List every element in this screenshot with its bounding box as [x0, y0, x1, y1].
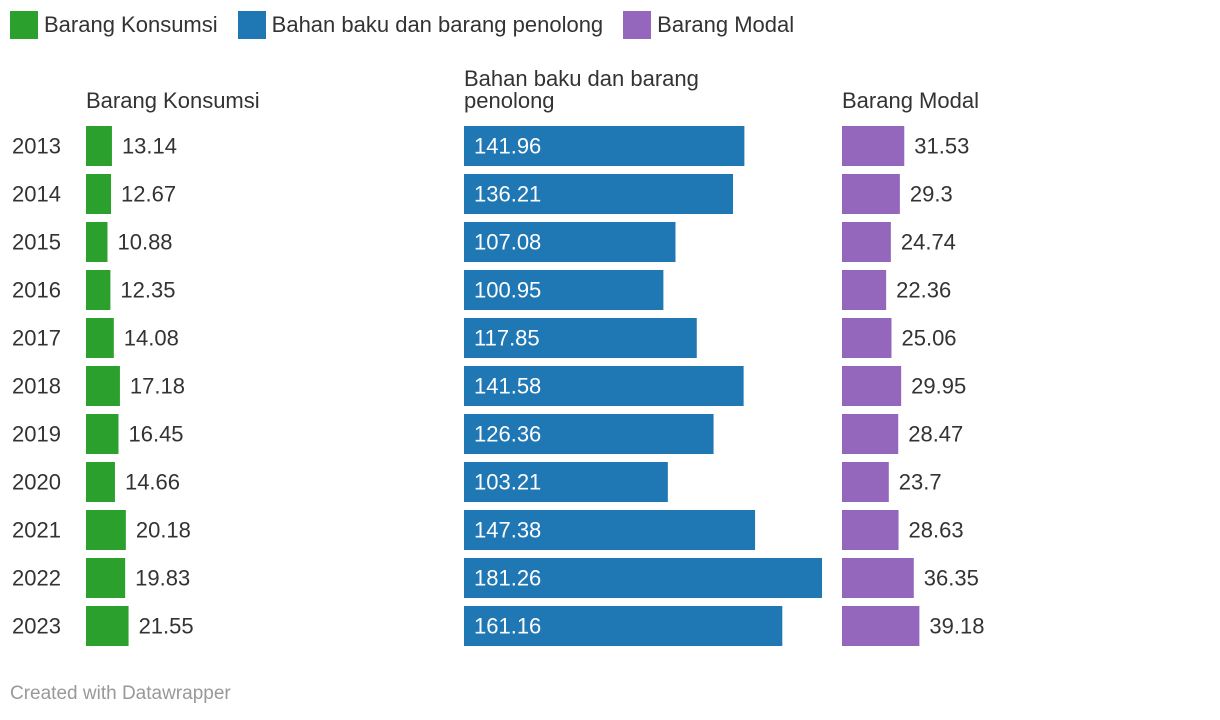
- bar-barang-modal-2018: [842, 366, 902, 406]
- value-label-bahan-baku-dan-barang-penolong-2021: 147.38: [474, 518, 541, 543]
- value-label-barang-modal-2015: 24.74: [901, 230, 956, 255]
- legend-item-barang-modal: Barang Modal: [623, 11, 794, 39]
- bar-barang-konsumsi-2013: [86, 126, 112, 166]
- bar-barang-modal-2017: [842, 318, 892, 358]
- bar-barang-konsumsi-2014: [86, 174, 112, 214]
- value-label-barang-modal-2016: 22.36: [896, 278, 951, 303]
- value-label-barang-konsumsi-2015: 10.88: [117, 230, 172, 255]
- column-header-barang-konsumsi-line-1: Barang Konsumsi: [86, 88, 260, 113]
- year-label-2022: 2022: [12, 566, 61, 591]
- bar-barang-modal-2022: [842, 558, 914, 598]
- legend: Barang Konsumsi Bahan baku dan barang pe…: [10, 10, 814, 40]
- value-label-barang-konsumsi-2018: 17.18: [130, 374, 185, 399]
- year-label-2016: 2016: [12, 278, 61, 303]
- value-label-barang-modal-2020: 23.7: [899, 470, 942, 495]
- legend-item-bahan-baku: Bahan baku dan barang penolong: [237, 11, 604, 39]
- year-label-2013: 2013: [12, 134, 61, 159]
- value-label-barang-modal-2022: 36.35: [924, 566, 979, 591]
- bar-bahan-baku-dan-barang-penolong-2015: [464, 222, 676, 262]
- bar-bahan-baku-dan-barang-penolong-2020: [464, 462, 668, 502]
- column-header-barang-modal-line-1: Barang Modal: [842, 88, 979, 113]
- year-label-2021: 2021: [12, 518, 61, 543]
- year-label-2020: 2020: [12, 470, 61, 495]
- value-label-bahan-baku-dan-barang-penolong-2013: 141.96: [474, 134, 541, 159]
- bar-bahan-baku-dan-barang-penolong-2023: [464, 606, 783, 646]
- bar-barang-konsumsi-2019: [86, 414, 119, 454]
- bar-bahan-baku-dan-barang-penolong-2013: [464, 126, 745, 166]
- legend-item-barang-konsumsi: Barang Konsumsi: [10, 11, 218, 39]
- value-label-barang-modal-2019: 28.47: [908, 422, 963, 447]
- value-label-barang-modal-2021: 28.63: [909, 518, 964, 543]
- value-label-bahan-baku-dan-barang-penolong-2023: 161.16: [474, 614, 541, 639]
- value-label-barang-konsumsi-2014: 12.67: [121, 182, 176, 207]
- year-label-2015: 2015: [12, 230, 61, 255]
- legend-label-bahan-baku: Bahan baku dan barang penolong: [271, 12, 604, 37]
- bar-barang-konsumsi-2021: [86, 510, 126, 550]
- bar-bahan-baku-dan-barang-penolong-2022: [464, 558, 822, 598]
- bar-bahan-baku-dan-barang-penolong-2019: [464, 414, 714, 454]
- bar-bahan-baku-dan-barang-penolong-2014: [464, 174, 734, 214]
- bar-barang-modal-2014: [842, 174, 900, 214]
- value-label-barang-konsumsi-2017: 14.08: [124, 326, 179, 351]
- value-label-barang-konsumsi-2020: 14.66: [125, 470, 180, 495]
- value-label-barang-modal-2023: 39.18: [929, 614, 984, 639]
- bar-barang-konsumsi-2017: [86, 318, 114, 358]
- legend-label-barang-modal: Barang Modal: [657, 12, 795, 37]
- value-label-bahan-baku-dan-barang-penolong-2019: 126.36: [474, 422, 541, 447]
- value-label-barang-modal-2014: 29.3: [910, 182, 953, 207]
- value-label-barang-konsumsi-2022: 19.83: [135, 566, 190, 591]
- bar-barang-modal-2019: [842, 414, 899, 454]
- value-label-barang-konsumsi-2021: 20.18: [136, 518, 191, 543]
- bar-barang-modal-2016: [842, 270, 887, 310]
- value-label-bahan-baku-dan-barang-penolong-2018: 141.58: [474, 374, 541, 399]
- value-label-barang-konsumsi-2019: 16.45: [128, 422, 183, 447]
- column-header-bahan-baku-dan-barang-penolong-line-2: penolong: [464, 88, 555, 113]
- value-label-barang-modal-2018: 29.95: [911, 374, 966, 399]
- value-label-bahan-baku-dan-barang-penolong-2017: 117.85: [474, 326, 540, 351]
- value-label-bahan-baku-dan-barang-penolong-2016: 100.95: [474, 278, 541, 303]
- bar-barang-modal-2015: [842, 222, 891, 262]
- year-label-2023: 2023: [12, 614, 61, 639]
- bar-barang-modal-2023: [842, 606, 920, 646]
- year-label-2019: 2019: [12, 422, 61, 447]
- year-label-2018: 2018: [12, 374, 61, 399]
- bar-barang-modal-2013: [842, 126, 905, 166]
- bar-bahan-baku-dan-barang-penolong-2018: [464, 366, 744, 406]
- value-label-bahan-baku-dan-barang-penolong-2020: 103.21: [474, 470, 541, 495]
- legend-swatch-bahan-baku: [237, 11, 266, 39]
- bar-barang-modal-2021: [842, 510, 899, 550]
- bar-barang-konsumsi-2020: [86, 462, 115, 502]
- legend-swatch-barang-modal: [623, 11, 652, 39]
- value-label-bahan-baku-dan-barang-penolong-2015: 107.08: [474, 230, 541, 255]
- year-label-2014: 2014: [12, 182, 61, 207]
- bar-barang-konsumsi-2023: [86, 606, 129, 646]
- value-label-bahan-baku-dan-barang-penolong-2014: 136.21: [474, 182, 541, 207]
- legend-label-barang-konsumsi: Barang Konsumsi: [44, 12, 218, 37]
- value-label-barang-konsumsi-2023: 21.55: [139, 614, 194, 639]
- year-label-2017: 2017: [12, 326, 61, 351]
- bar-chart: 2013 2014 2015 2016 2017 2018 2019 2020 2021 2022…: [12, 66, 984, 646]
- value-label-bahan-baku-dan-barang-penolong-2022: 181.26: [474, 566, 541, 591]
- value-label-barang-konsumsi-2016: 12.35: [120, 278, 175, 303]
- column-header-bahan-baku-dan-barang-penolong-line-1: Bahan baku dan barang: [464, 66, 699, 91]
- value-label-barang-modal-2017: 25.06: [901, 326, 956, 351]
- footer-credit: Created with Datawrapper: [10, 683, 231, 704]
- bar-barang-konsumsi-2016: [86, 270, 111, 310]
- bar-bahan-baku-dan-barang-penolong-2016: [464, 270, 664, 310]
- bar-barang-konsumsi-2022: [86, 558, 126, 598]
- bar-barang-modal-2020: [842, 462, 889, 502]
- bar-bahan-baku-dan-barang-penolong-2017: [464, 318, 697, 358]
- bar-bahan-baku-dan-barang-penolong-2021: [464, 510, 756, 550]
- value-label-barang-modal-2013: 31.53: [914, 134, 969, 159]
- legend-swatch-barang-konsumsi: [10, 11, 38, 39]
- bar-barang-konsumsi-2015: [86, 222, 108, 262]
- bar-barang-konsumsi-2018: [86, 366, 120, 406]
- value-label-barang-konsumsi-2013: 13.14: [122, 134, 177, 159]
